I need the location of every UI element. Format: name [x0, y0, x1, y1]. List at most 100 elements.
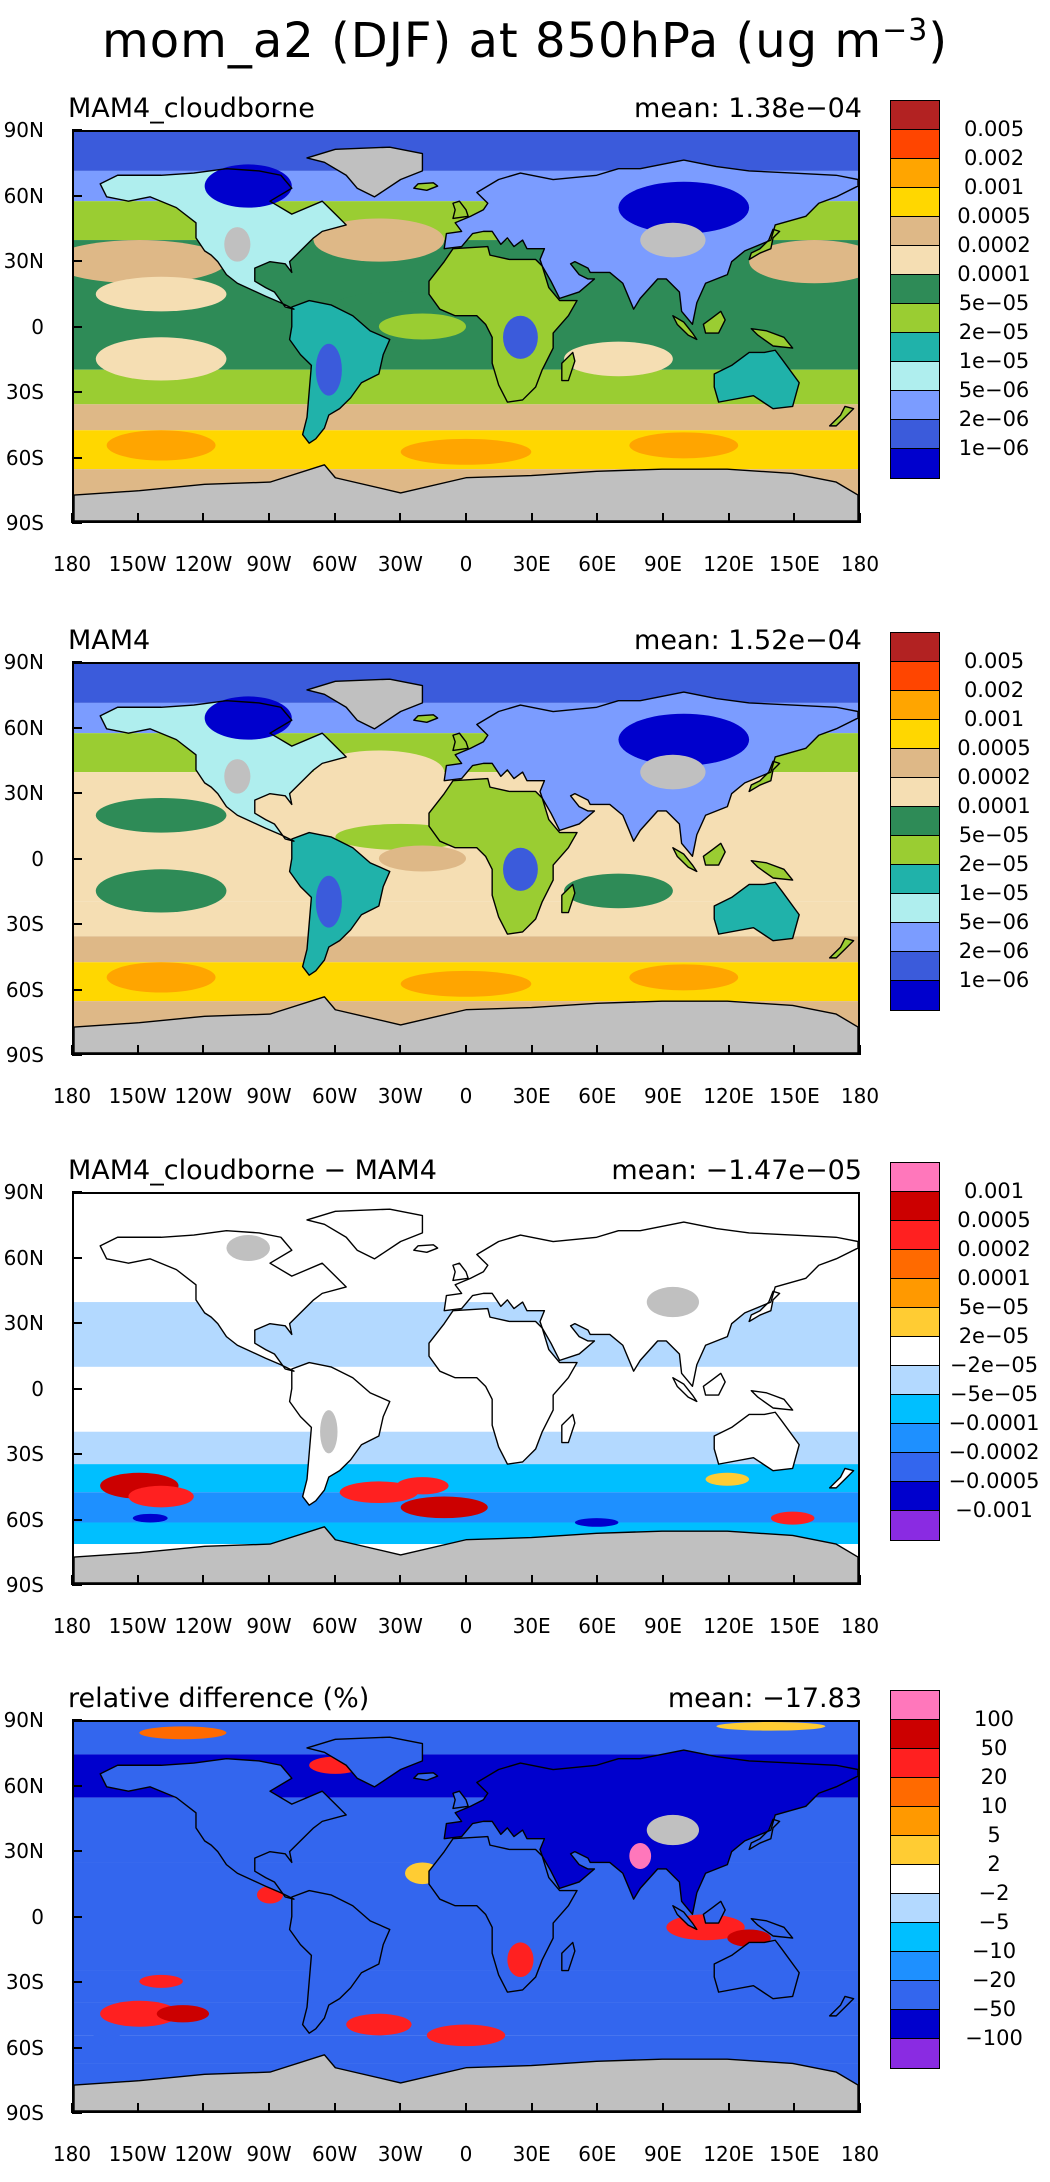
colorbar-level-label: 2e−05 [958, 852, 1030, 876]
land-field [561, 884, 575, 913]
lon-tick-label: 30E [512, 552, 551, 576]
lon-tick-label: 60E [578, 1084, 617, 1108]
colorbar-swatch [891, 275, 939, 304]
lon-tick-label: 0 [459, 1614, 473, 1638]
contour-region [95, 276, 227, 312]
land-field [100, 1758, 347, 1900]
lat-tick [72, 1981, 82, 1983]
contour-region [749, 240, 858, 284]
colorbar-level-label: 1e−05 [958, 881, 1030, 905]
contour-region [378, 845, 466, 872]
coastline [828, 405, 855, 427]
contour-region [426, 2024, 506, 2047]
colorbar-swatch [891, 1778, 939, 1807]
lon-tick-label: 90W [246, 1614, 292, 1638]
coastline [443, 1749, 858, 1916]
coastline [288, 831, 391, 976]
colorbar-swatch [891, 1836, 939, 1865]
colorbar-swatch [891, 130, 939, 159]
lat-tick [72, 1719, 82, 1721]
lat-tick [72, 1256, 82, 1259]
colorbar-swatch [891, 1337, 939, 1366]
lon-tick [136, 513, 139, 523]
lon-tick-label: 150W [108, 1614, 167, 1638]
lon-tick [596, 513, 599, 523]
colorbar-level-label: 0.001 [963, 707, 1025, 731]
lon-tick [596, 2103, 599, 2113]
lat-tick-label: 30S [5, 1970, 44, 1994]
land-field [703, 1901, 726, 1924]
colorbar-swatch [891, 778, 939, 807]
contour-region [396, 1477, 449, 1495]
colorbar-level-label: 0.0002 [957, 765, 1031, 789]
contour-region [564, 341, 673, 377]
contour-region [313, 750, 445, 794]
land-field [100, 168, 347, 310]
coastline [561, 883, 576, 914]
contour-region [651, 1760, 760, 1813]
land-field [829, 938, 854, 958]
coastline [702, 310, 726, 334]
coastline [428, 777, 578, 935]
lon-tick [202, 513, 205, 523]
lat-tick [72, 129, 82, 131]
lat-tick-label: 30N [3, 781, 44, 805]
coastline [672, 1905, 698, 1931]
figure-title-close: ) [928, 13, 949, 69]
contour-region [315, 343, 342, 396]
coastline [748, 760, 781, 793]
colorbar-swatch [891, 1308, 939, 1337]
colorbar-swatch [891, 749, 939, 778]
coastline [702, 1900, 726, 1924]
land-field [751, 1918, 793, 1939]
colorbar-swatch [891, 662, 939, 691]
lon-tick-label: 180 [840, 2142, 880, 2166]
map-plot [72, 662, 860, 1055]
coastline [828, 1467, 855, 1489]
contour-band [74, 664, 858, 703]
lon-tick [727, 2103, 730, 2113]
lon-tick-label: 180 [840, 1614, 880, 1638]
coastline [713, 1939, 800, 2000]
lon-tick-label: 90E [643, 2142, 683, 2166]
coastline [99, 700, 347, 842]
colorbar-level-label: 5e−05 [958, 291, 1030, 315]
colorbar-level-label: −100 [965, 2026, 1023, 2050]
lon-tick-label: 30W [377, 2142, 423, 2166]
coastline [750, 1389, 794, 1411]
lat-tick [72, 1915, 82, 1918]
colorbar-level-label: 1e−05 [958, 349, 1030, 373]
colorbar-swatch [891, 1749, 939, 1778]
land-field [307, 1737, 423, 1787]
lon-tick [727, 1575, 730, 1585]
contour-region [400, 438, 532, 465]
lat-tick [72, 1850, 82, 1852]
lat-tick [72, 1387, 82, 1390]
colorbar-level-label: −0.001 [955, 1498, 1033, 1522]
land-field [74, 464, 858, 521]
colorbar-level-label: 5e−05 [958, 823, 1030, 847]
lon-tick [530, 2103, 533, 2113]
contour-region [95, 869, 227, 913]
coastline [452, 1790, 469, 1810]
contour-region [106, 430, 216, 461]
lon-tick-label: 60E [578, 2142, 617, 2166]
coastline [748, 1290, 781, 1323]
lat-tick-label: 60N [3, 715, 44, 740]
lat-tick-label: 90N [3, 118, 44, 142]
colorbar-swatch [891, 720, 939, 749]
colorbar-level-label: 50 [980, 1736, 1008, 1760]
coastline [74, 2054, 858, 2111]
lon-tick-label: 180 [52, 552, 92, 576]
coastline [413, 714, 439, 723]
lon-tick-label: 30W [377, 1084, 423, 1108]
land-field [413, 1772, 438, 1781]
lon-tick [727, 1045, 730, 1055]
lon-tick [793, 1575, 796, 1585]
missing-region [640, 754, 706, 790]
figure-title: mom_a2 (DJF) at 850hPa (ug m−3) [0, 0, 1050, 72]
lon-tick-label: 180 [840, 1084, 880, 1108]
contour-region [749, 772, 858, 816]
contour-region [93, 2024, 120, 2047]
contour-region [132, 1513, 168, 1523]
